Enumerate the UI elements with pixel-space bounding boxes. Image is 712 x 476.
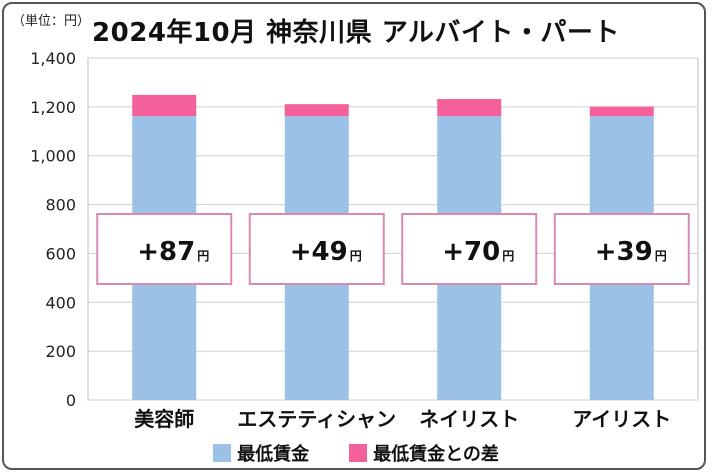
diff-unit-label: 円 xyxy=(502,249,514,263)
diff-label-box xyxy=(248,213,385,285)
diff-label-box xyxy=(401,213,538,285)
y-tick-label: 1,400 xyxy=(30,49,76,68)
chart-title: 2024年10月 神奈川県 アルバイト・パート xyxy=(92,18,620,48)
diff-label: +87 xyxy=(137,237,195,267)
diff-label-box xyxy=(553,213,690,285)
legend-item-difference: 最低賃金との差 xyxy=(349,440,499,466)
y-tick-label: 600 xyxy=(45,244,76,263)
y-tick-label: 200 xyxy=(45,342,76,361)
legend: 最低賃金 最低賃金との差 xyxy=(0,440,712,466)
legend-label-difference: 最低賃金との差 xyxy=(373,444,499,465)
y-tick-label: 1,000 xyxy=(30,147,76,166)
unit-label: （単位：円） xyxy=(12,14,91,29)
legend-swatch-minimum-wage xyxy=(213,444,232,462)
y-tick-label: 400 xyxy=(45,293,76,312)
legend-item-minimum-wage: 最低賃金 xyxy=(213,440,309,466)
diff-unit-label: 円 xyxy=(350,249,362,263)
x-category-label: アイリスト xyxy=(572,407,671,431)
bar-difference xyxy=(132,94,197,117)
diff-label-box xyxy=(96,213,233,285)
diff-label: +39 xyxy=(595,237,653,267)
x-category-label: ネイリスト xyxy=(419,407,519,431)
diff-label: +49 xyxy=(290,237,348,267)
diff-unit-label: 円 xyxy=(197,249,209,263)
y-tick-label: 0 xyxy=(66,391,76,410)
bar-difference xyxy=(589,106,654,117)
bar-difference xyxy=(437,99,502,117)
y-tick-label: 800 xyxy=(45,196,76,215)
x-category-label: エステティシャン xyxy=(237,407,396,431)
y-tick-label: 1,200 xyxy=(30,98,76,117)
legend-swatch-difference xyxy=(349,444,368,462)
diff-label: +70 xyxy=(442,237,500,267)
x-category-label: 美容師 xyxy=(134,407,194,431)
bar-difference xyxy=(284,104,349,117)
diff-unit-label: 円 xyxy=(655,249,667,263)
legend-label-minimum-wage: 最低賃金 xyxy=(237,444,310,465)
